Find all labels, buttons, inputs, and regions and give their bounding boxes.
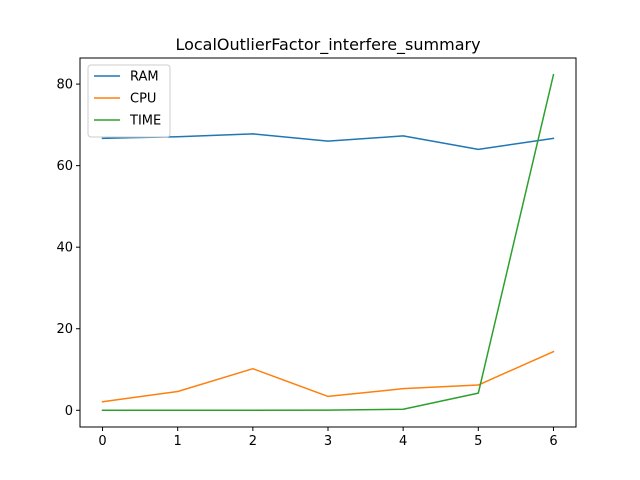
y-tick-label: 0	[65, 404, 73, 419]
y-tick-label: 80	[56, 78, 73, 93]
series-line-cpu	[101, 350, 555, 403]
legend-label-cpu: CPU	[130, 92, 156, 107]
legend: RAM CPU TIME	[87, 64, 171, 138]
x-axis: 0 1 2 3 4 5 6	[98, 427, 558, 449]
y-tick-label: 20	[56, 322, 73, 337]
x-tick-label: 6	[549, 434, 557, 449]
legend-box	[87, 64, 171, 138]
legend-label-time: TIME	[129, 114, 161, 129]
series-line-ram	[101, 133, 555, 151]
x-tick-label: 2	[249, 434, 257, 449]
y-axis: 0 20 40 60 80	[56, 78, 80, 419]
series-line-time	[101, 73, 555, 412]
x-tick-label: 5	[474, 434, 482, 449]
x-tick-label: 1	[174, 434, 182, 449]
series-layer	[101, 73, 555, 412]
x-tick-label: 4	[399, 434, 407, 449]
y-tick-label: 40	[56, 241, 73, 256]
y-tick-label: 60	[56, 159, 73, 174]
x-tick-label: 0	[98, 434, 106, 449]
chart-title: LocalOutlierFactor_interfere_summary	[175, 35, 480, 55]
x-tick-label: 3	[324, 434, 332, 449]
legend-label-ram: RAM	[130, 70, 159, 85]
